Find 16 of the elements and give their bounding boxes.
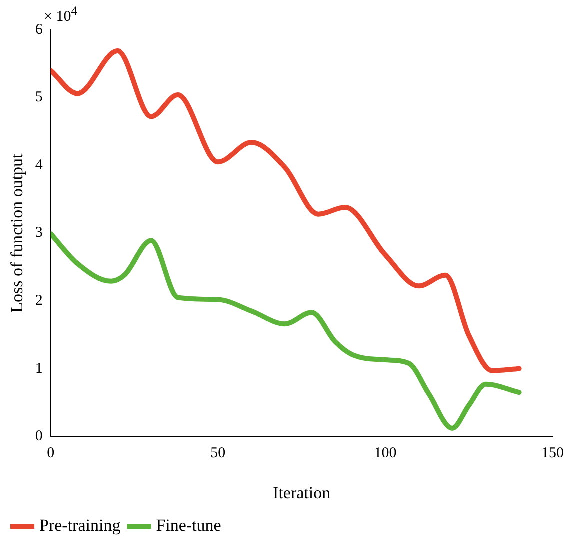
y-tick-label: 0 [35,428,43,445]
x-tick-label: 150 [542,446,564,462]
text: × 10$^{4}$ [44,4,78,26]
x-tick-label: 100 [374,446,397,462]
y-tick-label: 3 [35,225,43,242]
y-tick-label: 6 [35,22,44,38]
y-tick-label: 1 [35,360,43,377]
y-tick-label: 5 [35,90,43,106]
x-tick-label: 0 [47,446,55,462]
y-tick-label: 4 [35,157,44,174]
x-tick-label: 50 [210,446,226,462]
legend-label: Pre-training [40,516,122,535]
x-axis-title: Iteration [273,483,332,502]
legend-label: Fine-tune [156,516,222,535]
y-tick-label: 2 [35,293,43,310]
y-axis-title: Loss of function output [8,153,27,313]
